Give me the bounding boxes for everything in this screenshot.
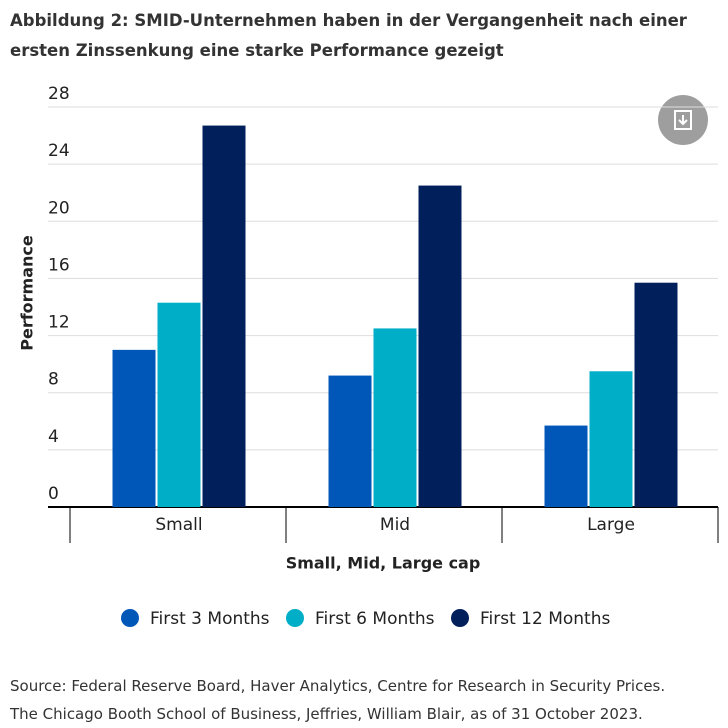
bar [328,375,372,507]
y-tick-label: 4 [48,427,59,447]
bar [202,125,246,508]
bar [157,302,201,507]
legend-label: First 6 Months [315,609,435,629]
legend-marker [286,609,304,627]
x-tick-label: Small [155,515,202,535]
y-tick-label: 0 [48,484,59,504]
y-tick-label: 8 [48,370,59,390]
source: Source: Federal Reserve Board, Haver Ana… [10,672,726,728]
bar [373,328,417,507]
legend-label: First 3 Months [150,609,270,629]
legend-label: First 12 Months [480,609,610,629]
source-line: Source: Federal Reserve Board, Haver Ana… [10,677,666,695]
y-axis-title: Performance [18,235,37,351]
bar [418,185,462,508]
x-axis-title: Small, Mid, Large cap [286,554,481,573]
y-tick-label: 16 [48,255,70,275]
y-tick-label: 28 [48,84,70,104]
legend-marker [451,609,469,627]
legend: First 3 Months First 6 Months First 12 Mon… [121,609,610,629]
bar [112,349,156,507]
bar [589,371,633,507]
y-tick-label: 20 [48,198,70,218]
chart-title: Abbildung 2: SMID-Unternehmen haben in d… [10,11,687,60]
y-tick-label: 12 [48,313,70,333]
bar [544,425,588,507]
download-icon [674,110,692,130]
chart: Performance Small, Mid, Large cap First … [18,84,719,629]
x-tick-label: Large [587,515,635,535]
bar [634,282,678,507]
legend-marker [121,609,139,627]
x-tick-label: Mid [380,515,410,535]
source-line: The Chicago Booth School of Business, Je… [10,705,643,723]
y-tick-label: 24 [48,141,70,161]
